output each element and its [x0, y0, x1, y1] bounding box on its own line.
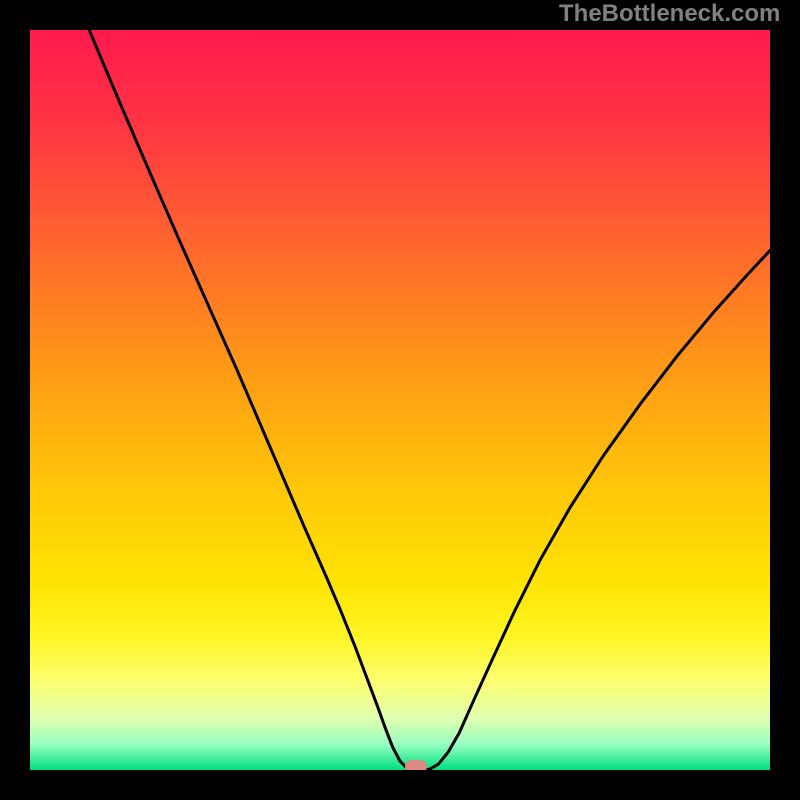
- min-marker: [405, 760, 427, 770]
- gradient-and-curve: [30, 30, 770, 770]
- watermark-text: TheBottleneck.com: [559, 0, 780, 28]
- plot-area: [30, 30, 770, 770]
